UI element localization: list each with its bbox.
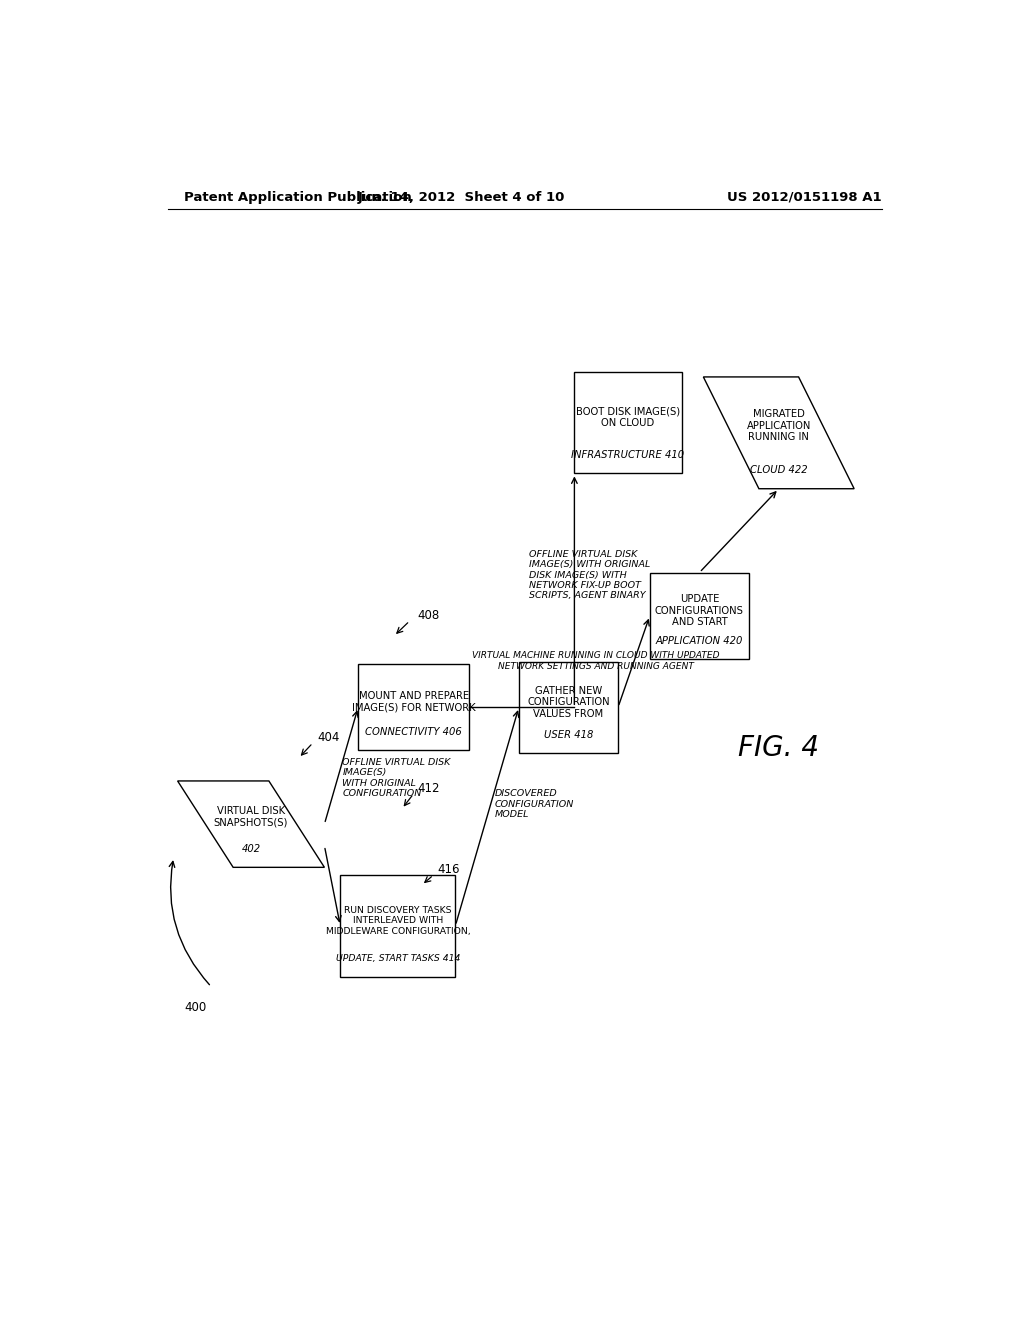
Text: VIRTUAL MACHINE RUNNING IN CLOUD WITH UPDATED
NETWORK SETTINGS AND RUNNING AGENT: VIRTUAL MACHINE RUNNING IN CLOUD WITH UP…: [472, 651, 720, 671]
Text: 402: 402: [242, 843, 260, 854]
Text: BOOT DISK IMAGE(S)
ON CLOUD: BOOT DISK IMAGE(S) ON CLOUD: [575, 407, 680, 429]
FancyBboxPatch shape: [519, 661, 618, 752]
Text: USER 418: USER 418: [544, 730, 593, 739]
Text: 408: 408: [418, 610, 440, 622]
Text: MIGRATED
APPLICATION
RUNNING IN: MIGRATED APPLICATION RUNNING IN: [746, 409, 811, 442]
Text: OFFLINE VIRTUAL DISK
IMAGE(S) WITH ORIGINAL
DISK IMAGE(S) WITH
NETWORK FIX-UP BO: OFFLINE VIRTUAL DISK IMAGE(S) WITH ORIGI…: [528, 549, 650, 601]
Text: Patent Application Publication: Patent Application Publication: [183, 190, 412, 203]
Text: RUN DISCOVERY TASKS
INTERLEAVED WITH
MIDDLEWARE CONFIGURATION,: RUN DISCOVERY TASKS INTERLEAVED WITH MID…: [326, 906, 470, 936]
Text: 400: 400: [184, 1001, 207, 1014]
Polygon shape: [177, 781, 325, 867]
Text: UPDATE
CONFIGURATIONS
AND START: UPDATE CONFIGURATIONS AND START: [655, 594, 743, 627]
Text: US 2012/0151198 A1: US 2012/0151198 A1: [727, 190, 882, 203]
Text: VIRTUAL DISK
SNAPSHOTS(S): VIRTUAL DISK SNAPSHOTS(S): [214, 807, 288, 828]
FancyBboxPatch shape: [574, 372, 682, 474]
Text: CONNECTIVITY 406: CONNECTIVITY 406: [366, 727, 462, 737]
Text: GATHER NEW
CONFIGURATION
VALUES FROM: GATHER NEW CONFIGURATION VALUES FROM: [527, 685, 609, 719]
Text: 404: 404: [316, 731, 339, 744]
Text: UPDATE, START TASKS 414: UPDATE, START TASKS 414: [336, 954, 460, 962]
Text: MOUNT AND PREPARE
IMAGE(S) FOR NETWORK: MOUNT AND PREPARE IMAGE(S) FOR NETWORK: [352, 692, 475, 713]
FancyBboxPatch shape: [650, 573, 749, 659]
FancyBboxPatch shape: [340, 875, 456, 977]
Text: DISCOVERED
CONFIGURATION
MODEL: DISCOVERED CONFIGURATION MODEL: [495, 789, 574, 818]
FancyBboxPatch shape: [358, 664, 469, 751]
Text: INFRASTRUCTURE 410: INFRASTRUCTURE 410: [571, 450, 684, 461]
Text: Jun. 14, 2012  Sheet 4 of 10: Jun. 14, 2012 Sheet 4 of 10: [357, 190, 565, 203]
Text: OFFLINE VIRTUAL DISK
IMAGE(S)
WITH ORIGINAL
CONFIGURATION: OFFLINE VIRTUAL DISK IMAGE(S) WITH ORIGI…: [342, 758, 451, 799]
Text: APPLICATION 420: APPLICATION 420: [655, 636, 743, 645]
Text: FIG. 4: FIG. 4: [738, 734, 819, 762]
Text: 412: 412: [418, 781, 440, 795]
Text: 416: 416: [437, 863, 460, 876]
Text: CLOUD 422: CLOUD 422: [750, 466, 808, 475]
Polygon shape: [703, 378, 854, 488]
